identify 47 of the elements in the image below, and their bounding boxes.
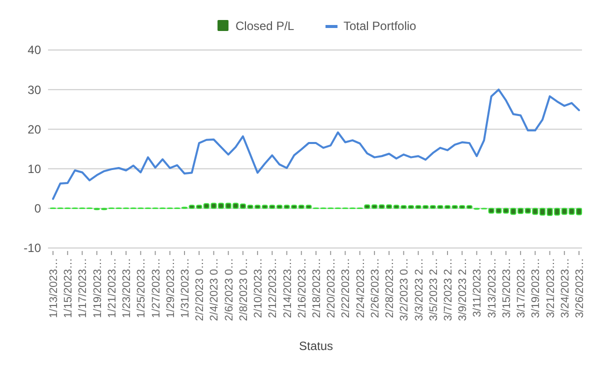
y-tick-label: 40 xyxy=(28,43,42,58)
x-tick-label: 2/20/2023… xyxy=(326,258,338,318)
x-tick-label: 3/19/2023… xyxy=(530,258,542,318)
x-tick-label: 3/7/2023 2… xyxy=(442,258,454,321)
x-tick-label: 1/23/2023… xyxy=(121,258,134,318)
x-tick-label: 1/31/2023… xyxy=(180,258,192,318)
x-tick-label: 2/14/2023… xyxy=(282,258,294,318)
x-tick-label: 2/10/2023… xyxy=(252,258,265,318)
y-tick-label: 20 xyxy=(28,122,42,136)
x-tick-label: 2/2/2023 0… xyxy=(194,258,206,321)
x-tick-label: 3/11/2023… xyxy=(472,258,484,318)
x-tick-label: 3/17/2023… xyxy=(516,258,528,318)
x-tick-label: 1/17/2023… xyxy=(77,258,90,318)
line-series xyxy=(52,88,580,200)
x-tick-label: 1/21/2023… xyxy=(106,258,118,318)
x-tick-label: 2/16/2023… xyxy=(296,258,308,318)
x-tick-label: 1/27/2023… xyxy=(150,258,162,318)
x-tick-label: 2/28/2023… xyxy=(384,258,396,318)
x-tick-label: 2/12/2023… xyxy=(267,258,280,318)
x-tick-label: 2/18/2023… xyxy=(311,258,323,318)
x-tick-label: 2/26/2023… xyxy=(369,258,382,318)
x-tick-label: 3/13/2023… xyxy=(486,258,498,318)
x-tick-label: 3/24/2023… xyxy=(559,258,572,318)
x-tick-label: 1/19/2023… xyxy=(92,258,104,318)
x-tick-label: 2/22/2023… xyxy=(340,258,352,318)
x-tick-label: 3/9/2023 2… xyxy=(457,258,470,321)
x-tick-label: 1/25/2023… xyxy=(136,258,148,318)
y-tick-label: 30 xyxy=(28,82,42,97)
x-tick-label: 3/26/2023… xyxy=(574,258,586,318)
x-tick-label: 3/21/2023… xyxy=(544,258,557,318)
x-tick-label: 1/29/2023… xyxy=(164,258,177,318)
x-tick-label: 3/5/2023 2… xyxy=(428,258,440,321)
y-tick-label: 0 xyxy=(34,202,42,216)
legend-label: Total Portfolio xyxy=(344,19,417,34)
x-axis-title: Status xyxy=(298,339,334,353)
x-tick-label: 1/15/2023… xyxy=(62,258,75,318)
x-tick-label: 2/8/2023 0… xyxy=(238,258,250,321)
y-tick-label: -10 xyxy=(24,241,42,256)
x-tick-label: 2/6/2023 0… xyxy=(223,258,236,321)
y-tick-label: 10 xyxy=(28,162,42,176)
x-tick-label: 2/4/2023 0… xyxy=(208,258,221,321)
legend-label: Closed P/L xyxy=(236,19,295,34)
x-tick-label: 3/3/2023 2… xyxy=(413,258,426,321)
x-tick-label: 3/2/2023 0… xyxy=(398,258,411,321)
x-tick-label: 1/13/2023… xyxy=(48,258,60,318)
x-tick-label: 2/24/2023… xyxy=(354,258,367,318)
x-tick-label: 3/15/2023… xyxy=(500,258,513,318)
